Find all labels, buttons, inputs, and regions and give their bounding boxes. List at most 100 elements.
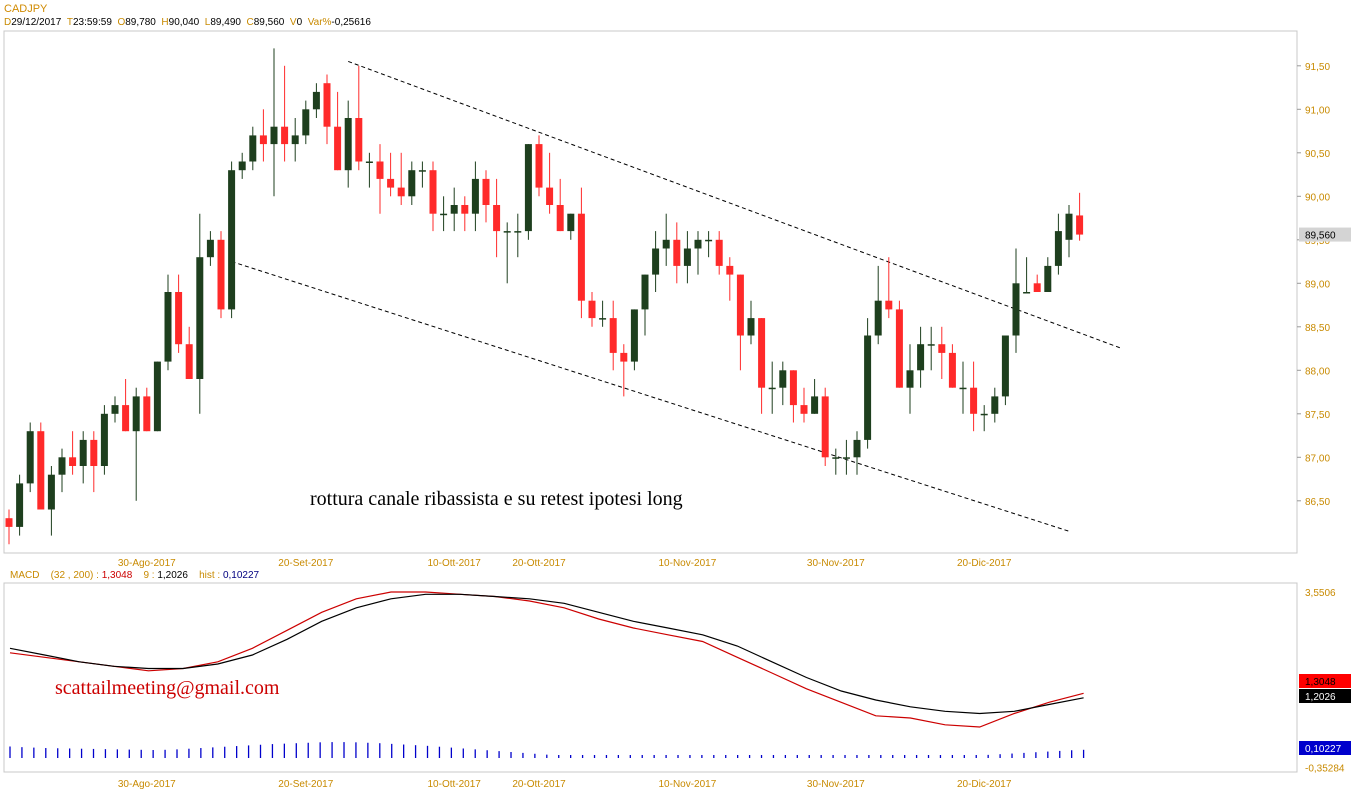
candle-body <box>228 170 236 310</box>
candle-body <box>800 405 808 414</box>
candle-body <box>980 413 988 416</box>
candle-body <box>567 213 575 232</box>
candle-body <box>58 457 66 475</box>
candle-body <box>281 126 289 145</box>
email-annotation: scattailmeeting@gmail.com <box>55 677 280 699</box>
macd-header: MACD (32 , 200) : 1,3048 9 : 1,2026 hist… <box>10 570 259 581</box>
candle-body <box>132 396 140 432</box>
candle-body <box>673 239 681 266</box>
candle-body <box>970 387 978 414</box>
price-panel-border <box>3 30 1298 554</box>
candle-body <box>153 361 161 432</box>
candle-body <box>524 144 532 232</box>
candle-body <box>577 213 585 301</box>
channel-line-0 <box>348 60 1123 350</box>
candle-body <box>111 405 119 414</box>
price-ytick-label: 89,00 <box>1305 279 1330 290</box>
price-ytick-label: 91,50 <box>1305 62 1330 73</box>
candle-body <box>1076 215 1084 235</box>
candle-body <box>37 431 45 510</box>
candle-body <box>620 352 628 362</box>
candle-body <box>100 413 108 466</box>
macd-ytick-label: -0,35284 <box>1305 764 1345 775</box>
ohlc-readout: D29/12/2017 T23:59:59 O89,780 H90,040 L8… <box>4 17 376 28</box>
candle-body <box>864 335 872 440</box>
candle-body <box>811 396 819 414</box>
macd-current-label: 1,2026 <box>1305 692 1336 703</box>
candle-body <box>514 231 522 233</box>
price-xtick-label: 20-Dic-2017 <box>957 558 1012 569</box>
candle-body <box>758 318 766 388</box>
macd-panel-border <box>3 582 1298 773</box>
candle-body <box>418 170 426 172</box>
candle-body <box>895 309 903 388</box>
price-ytick-label: 88,00 <box>1305 366 1330 377</box>
macd-xtick-label: 30-Ago-2017 <box>118 779 176 790</box>
readout-value-5: 89,560 <box>253 17 285 28</box>
candle-body <box>196 257 204 379</box>
candle-body <box>1044 265 1052 292</box>
signal-value: 1,2026 <box>157 570 188 581</box>
candle-body <box>1001 335 1009 397</box>
readout-label-0: D <box>4 17 12 28</box>
candle-body <box>938 344 946 353</box>
price-xtick-label: 10-Ott-2017 <box>428 558 482 569</box>
candle-body <box>694 239 702 249</box>
candle-body <box>948 352 956 388</box>
last-price-label: 89,560 <box>1305 231 1336 242</box>
candle-body <box>238 161 246 171</box>
price-xtick-label: 10-Nov-2017 <box>658 558 716 569</box>
macd-value: 1,3048 <box>101 570 133 581</box>
candle-body <box>652 248 660 275</box>
candle-body <box>5 518 13 527</box>
candle-body <box>641 274 649 310</box>
candle-body <box>206 239 214 258</box>
candle-body <box>630 309 638 362</box>
candle-body <box>1023 292 1031 294</box>
price-xtick-label: 30-Ago-2017 <box>118 558 176 569</box>
candle-body <box>493 205 501 232</box>
candle-body <box>1033 283 1041 292</box>
candle-body <box>259 135 267 145</box>
candle-body <box>440 213 448 216</box>
candle-body <box>885 300 893 310</box>
price-ytick-label: 87,50 <box>1305 410 1330 421</box>
candle-body <box>450 205 458 214</box>
candle-body <box>164 292 172 362</box>
candle-body <box>588 300 596 319</box>
price-ytick-label: 86,50 <box>1305 497 1330 508</box>
candle-body <box>249 135 257 162</box>
candle-body <box>270 126 278 145</box>
last-price-tag <box>1299 227 1351 242</box>
candle-body <box>599 318 607 320</box>
price-ytick-label: 90,00 <box>1305 192 1330 203</box>
candle-body <box>397 187 405 197</box>
candle-body <box>47 474 55 510</box>
macd-name: MACD <box>10 570 40 581</box>
candle-body <box>79 439 87 466</box>
readout-label-2: O <box>117 17 126 28</box>
candle-body <box>175 292 183 345</box>
readout-label-6: V <box>289 17 297 28</box>
readout-value-3: 90,040 <box>168 17 200 28</box>
hist-value: 0,10227 <box>222 570 260 581</box>
candle-body <box>302 109 310 136</box>
readout-label-3: H <box>161 17 169 28</box>
candle-body <box>726 265 734 275</box>
candle-body <box>959 387 967 390</box>
candle-body <box>747 318 755 336</box>
candle-body <box>334 126 342 171</box>
candle-body <box>355 118 363 162</box>
candle-body <box>344 118 352 171</box>
candle-body <box>143 396 151 432</box>
candle-body <box>217 239 225 310</box>
macd-current-tag <box>1299 741 1351 755</box>
candle-body <box>917 344 925 371</box>
candle-body <box>461 205 469 214</box>
readout-value-4: 89,490 <box>210 17 241 28</box>
readout-value-0: 29/12/2017 <box>11 17 62 28</box>
candle-body <box>482 178 490 205</box>
hist-label: hist : <box>199 570 221 581</box>
readout-label-1: T <box>66 17 73 28</box>
candle-body <box>16 483 24 527</box>
